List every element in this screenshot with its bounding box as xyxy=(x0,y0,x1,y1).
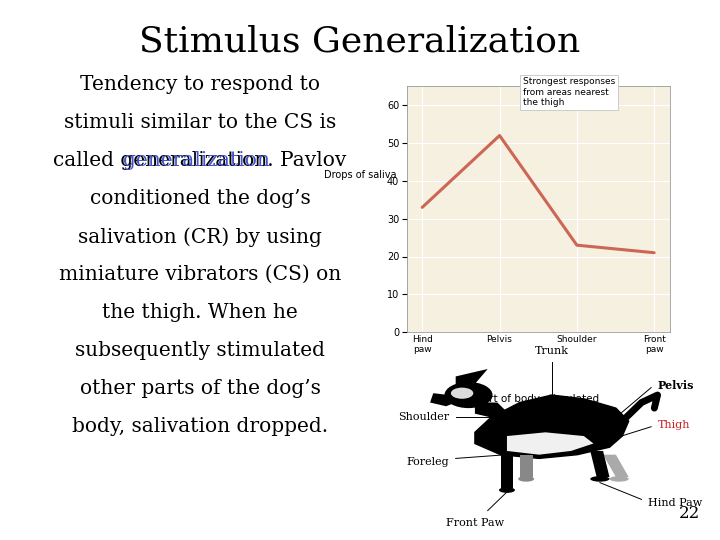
Ellipse shape xyxy=(518,476,534,482)
Polygon shape xyxy=(603,455,629,477)
Ellipse shape xyxy=(609,476,629,482)
Text: miniature vibrators (CS) on: miniature vibrators (CS) on xyxy=(59,265,341,284)
Text: other parts of the dog’s: other parts of the dog’s xyxy=(80,379,320,398)
Polygon shape xyxy=(507,433,593,455)
Text: Pelvis: Pelvis xyxy=(657,380,694,392)
Ellipse shape xyxy=(444,382,492,408)
Polygon shape xyxy=(475,395,629,458)
Text: salivation (CR) by using: salivation (CR) by using xyxy=(78,227,322,247)
Ellipse shape xyxy=(451,388,473,399)
Polygon shape xyxy=(590,451,609,477)
Text: Shoulder: Shoulder xyxy=(398,413,449,422)
Text: called generalization. Pavlov: called generalization. Pavlov xyxy=(53,151,347,170)
Polygon shape xyxy=(456,369,487,388)
Text: generalization: generalization xyxy=(122,151,269,170)
Text: subsequently stimulated: subsequently stimulated xyxy=(75,341,325,360)
Text: Strongest responses
from areas nearest
the thigh: Strongest responses from areas nearest t… xyxy=(523,78,615,107)
Polygon shape xyxy=(475,402,507,417)
Text: conditioned the dog’s: conditioned the dog’s xyxy=(89,189,310,208)
Text: body, salivation dropped.: body, salivation dropped. xyxy=(72,417,328,436)
Text: the thigh. When he: the thigh. When he xyxy=(102,303,298,322)
Text: Stimulus Generalization: Stimulus Generalization xyxy=(140,25,580,59)
Text: stimuli similar to the CS is: stimuli similar to the CS is xyxy=(64,113,336,132)
Ellipse shape xyxy=(499,487,515,493)
Polygon shape xyxy=(500,451,513,488)
Text: Front Paw: Front Paw xyxy=(446,518,504,528)
Polygon shape xyxy=(430,393,456,406)
Text: Tendency to respond to: Tendency to respond to xyxy=(80,75,320,94)
Text: Foreleg: Foreleg xyxy=(407,457,449,467)
Text: Thigh: Thigh xyxy=(657,420,690,430)
Text: 22: 22 xyxy=(679,505,700,522)
Ellipse shape xyxy=(590,476,609,482)
Text: Drops of saliva: Drops of saliva xyxy=(325,170,397,180)
Polygon shape xyxy=(520,455,533,477)
Text: Hind Paw: Hind Paw xyxy=(648,498,702,508)
Text: Trunk: Trunk xyxy=(535,346,569,356)
Text: Part of body stimulated: Part of body stimulated xyxy=(477,394,599,404)
